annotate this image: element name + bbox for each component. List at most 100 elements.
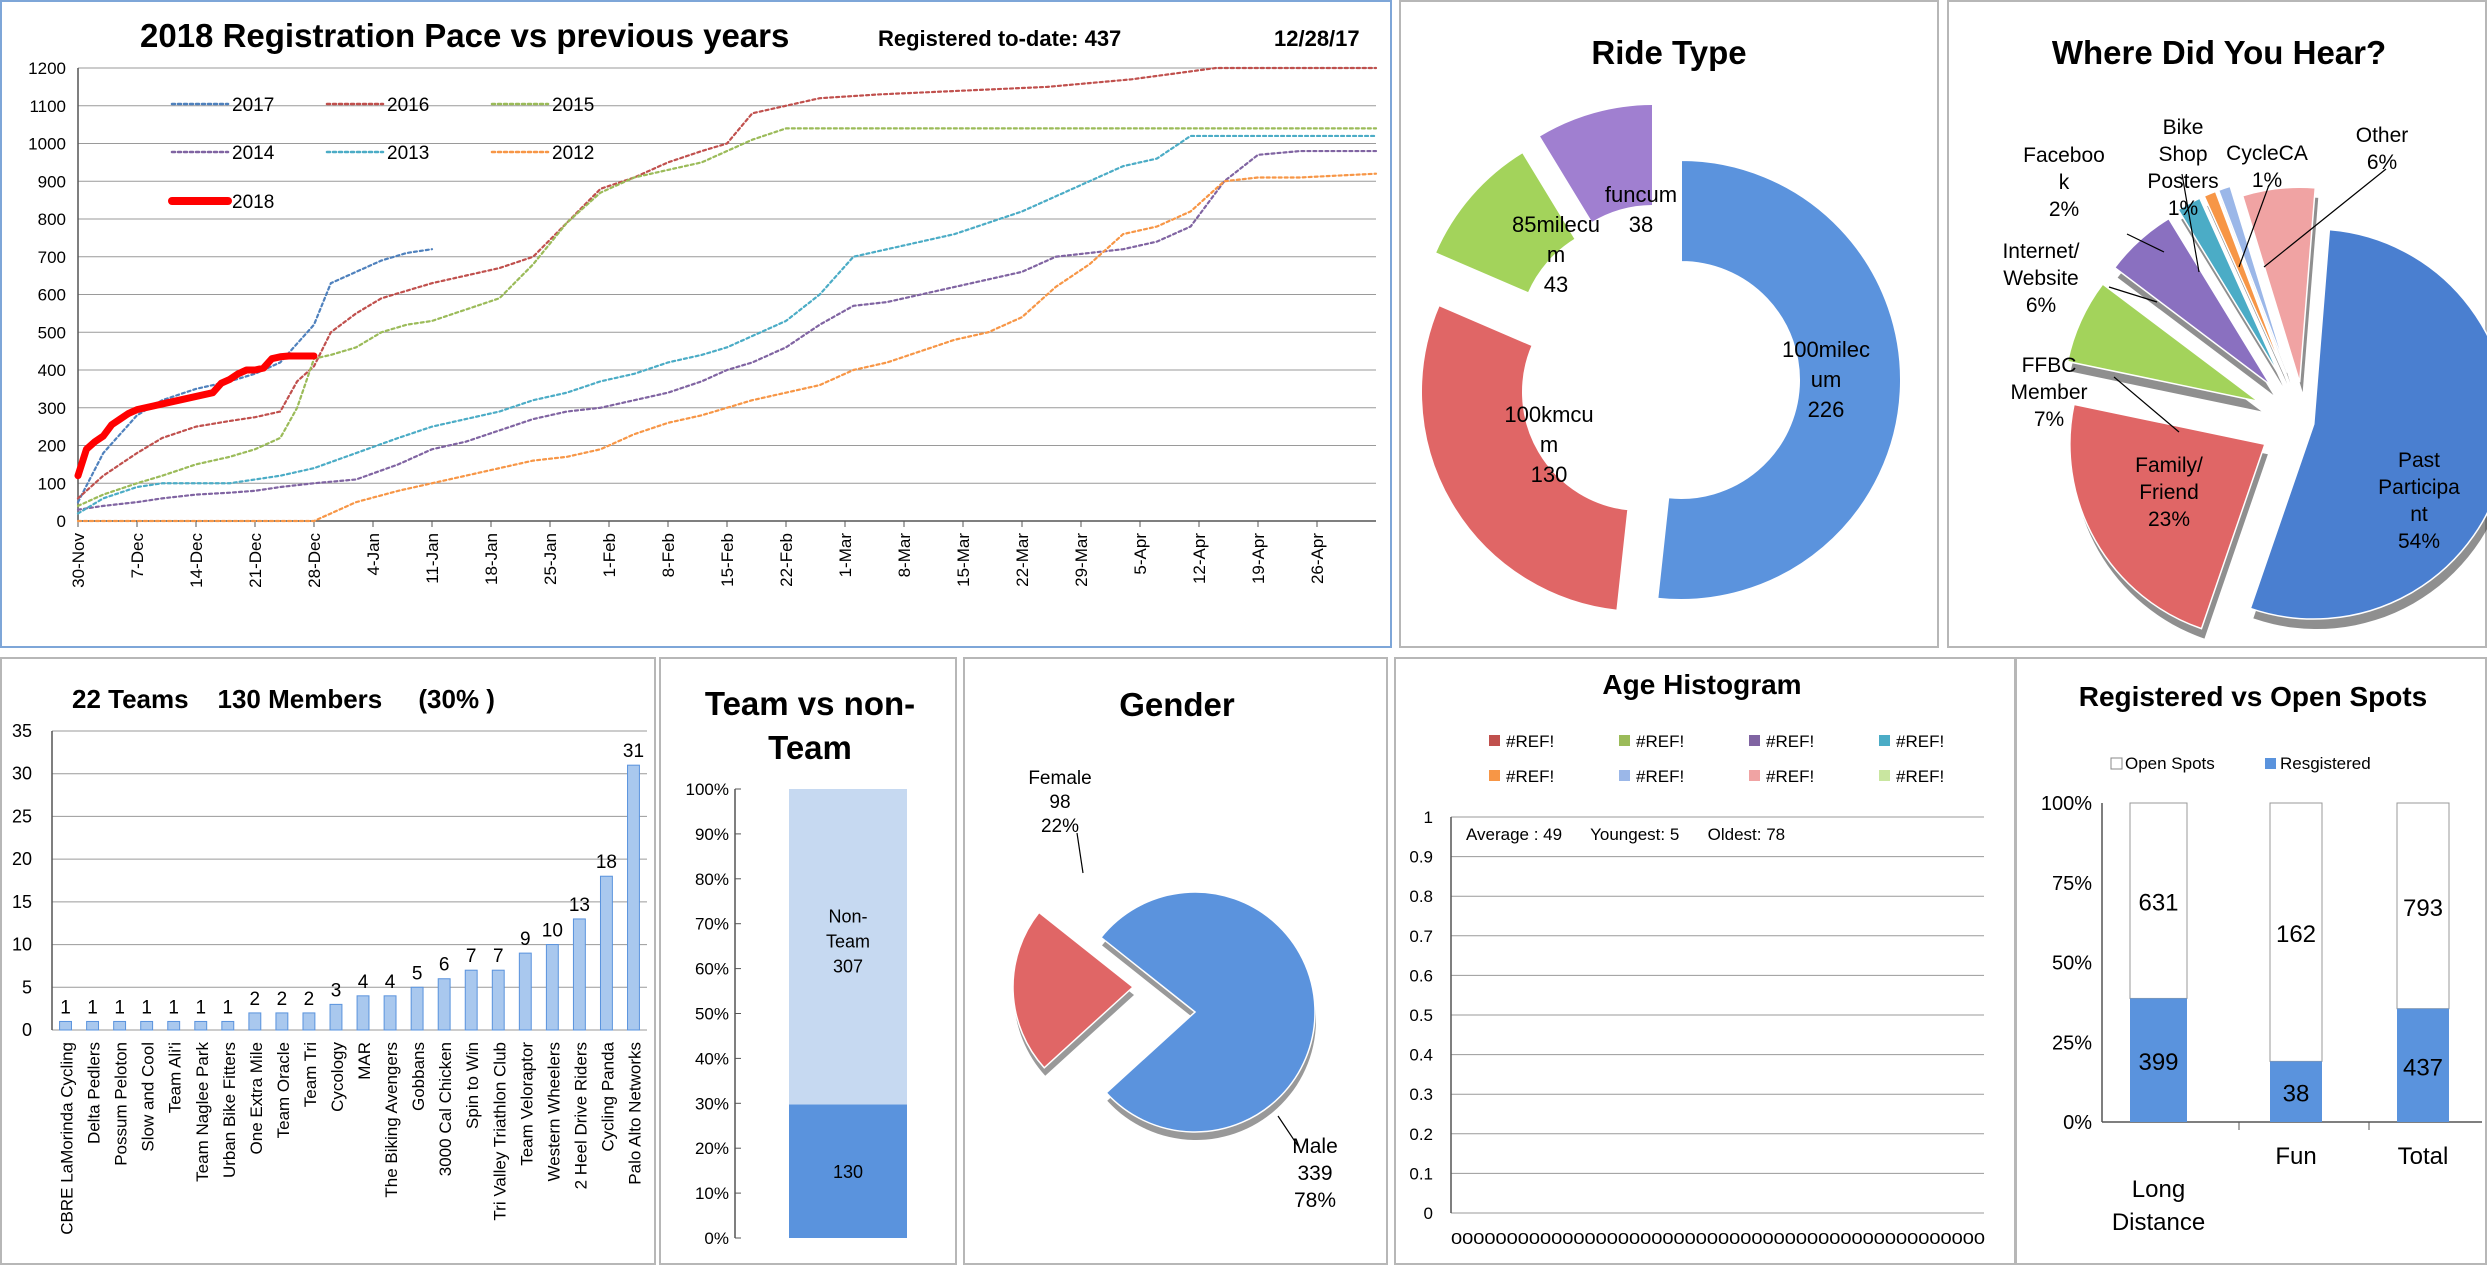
where-heard-label: FFBC	[2022, 354, 2077, 377]
teams-bar-value: 7	[493, 946, 504, 967]
pace-y-tick: 100	[38, 474, 66, 493]
team-vs-segment-label: Team	[826, 932, 870, 952]
teams-bar-value: 1	[114, 997, 125, 1018]
age-legend-label: #REF!	[1506, 732, 1554, 751]
pace-x-tick: 30-Nov	[69, 533, 88, 588]
registration-pace-panel: 2018 Registration Pace vs previous years…	[0, 0, 1392, 648]
pace-legend-label: 2018	[232, 192, 274, 213]
age-legend-swatch	[1879, 770, 1890, 781]
age-y-tick: 0.7	[1409, 927, 1433, 946]
pace-y-tick: 1200	[28, 59, 66, 78]
teams-y-tick: 25	[12, 806, 32, 826]
open-bar-open-label: 793	[2403, 895, 2443, 922]
pace-x-tick: 1-Feb	[600, 533, 619, 577]
gender-male-label: 339	[1297, 1162, 1332, 1185]
teams-bar-value: 1	[87, 997, 98, 1018]
team-vs-nonteam-panel: Team vs non- Team 0% 10% 20% 30% 40% 50% 60% 70…	[659, 657, 957, 1265]
where-heard-label: Bike	[2163, 116, 2204, 139]
where-heard-label: Friend	[2139, 481, 2199, 504]
age-y-tick: 0.2	[1409, 1125, 1433, 1144]
pace-y-tick: 700	[38, 248, 66, 267]
where-heard-slice	[2066, 282, 2259, 403]
teams-category-label: CBRE LaMorinda Cycling	[58, 1042, 77, 1235]
where-heard-label: 6%	[2367, 151, 2397, 174]
age-x-labels: 0000000000000000000000000000000000000000…	[1451, 1231, 1985, 1248]
pace-series-2013	[76, 134, 1378, 515]
team-vs-y-tick: 70%	[695, 915, 729, 934]
open-bar-open-segment	[2396, 802, 2450, 1010]
age-histogram-panel: Age Histogram Average : 49 Youngest: 5 O…	[1394, 657, 2016, 1265]
teams-category-label: Western Wheelers	[544, 1042, 563, 1182]
where-heard-label: 1%	[2252, 169, 2282, 192]
where-heard-leader-line	[2263, 168, 2387, 268]
teams-bar	[572, 918, 586, 1031]
pace-x-tick: 8-Feb	[659, 533, 678, 577]
where-heard-label: Family/	[2135, 454, 2203, 477]
where-heard-label: Past	[2398, 449, 2440, 472]
teams-bar	[59, 1020, 72, 1031]
ride-type-slice-label: 38	[1629, 212, 1653, 237]
open-bar-registered-segment	[2130, 998, 2187, 1122]
pace-x-tick: 19-Apr	[1249, 533, 1268, 584]
where-heard-panel: Where Did You Hear? Past Participa nt 54% Fa…	[1947, 0, 2487, 648]
teams-category-label: Team Tri	[301, 1042, 320, 1107]
pace-series-2017	[76, 248, 434, 504]
teams-bar	[194, 1020, 208, 1031]
ride-type-slice-label: 130	[1531, 462, 1568, 487]
open-category-label: Fun	[2275, 1143, 2316, 1170]
ride-type-slice-label: m	[1547, 242, 1565, 267]
teams-bar	[248, 1012, 262, 1031]
pace-y-tick: 600	[38, 286, 66, 305]
ride-type-slice	[1420, 303, 1630, 612]
where-heard-label: CycleCA	[2226, 142, 2308, 165]
teams-bar-value: 6	[439, 955, 450, 976]
gender-title: Gender	[1119, 686, 1235, 723]
pace-x-tick: 15-Feb	[718, 533, 737, 587]
where-heard-leader-line	[2113, 376, 2180, 433]
pace-series-2014	[76, 149, 1378, 511]
open-bar-registered-segment	[2270, 1061, 2322, 1122]
open-title: Registered vs Open Spots	[2079, 681, 2428, 712]
pace-y-tick: 300	[38, 399, 66, 418]
teams-y-tick: 30	[12, 764, 32, 784]
open-legend-swatch	[2265, 758, 2276, 769]
teams-bar-value: 4	[358, 972, 369, 993]
age-legend-swatch	[1619, 735, 1630, 746]
gender-female-label: Female	[1028, 768, 1091, 789]
pace-series-2018	[74, 352, 318, 480]
open-y-tick: 100%	[2041, 793, 2092, 815]
teams-y-tick: 5	[22, 977, 32, 997]
teams-bar-value: 4	[385, 972, 396, 993]
teams-bar-value: 9	[520, 929, 531, 950]
teams-category-label: Cycling Panda	[598, 1041, 617, 1151]
open-bar-registered-segment	[2397, 1008, 2449, 1122]
teams-category-label: Team Ali'i	[166, 1042, 185, 1113]
team-vs-nonteam-chart: Team vs non- Team 0% 10% 20% 30% 40% 50% 60% 70…	[686, 685, 916, 1248]
where-heard-label: 23%	[2148, 508, 2190, 531]
where-heard-label: Member	[2010, 381, 2087, 404]
where-heard-label: Shop	[2158, 143, 2207, 166]
teams-bar	[113, 1020, 127, 1031]
open-bar-registered-label: 38	[2283, 1081, 2310, 1108]
where-heard-leader-line	[2108, 286, 2158, 303]
gender-slice	[1012, 911, 1135, 1069]
team-vs-y-tick: 90%	[695, 825, 729, 844]
pace-series-2012	[76, 172, 1378, 523]
teams-category-label: One Extra Mile	[247, 1042, 266, 1154]
ride-type-slice-label: m	[1540, 432, 1558, 457]
ride-type-slice-label: 100milec	[1782, 337, 1870, 362]
teams-y-tick: 0	[22, 1020, 32, 1040]
where-heard-label: 1%	[2168, 197, 2198, 220]
teams-bar	[545, 944, 559, 1031]
where-heard-label: 6%	[2026, 294, 2056, 317]
pace-y-tick: 900	[38, 172, 66, 191]
where-heard-leader-line	[2181, 173, 2200, 273]
where-heard-chart: Where Did You Hear? Past Participa nt 54% Fa…	[2002, 34, 2487, 639]
teams-bar-value: 10	[542, 921, 563, 942]
where-heard-title: Where Did You Hear?	[2052, 34, 2386, 71]
pace-y-tick: 1000	[28, 135, 66, 154]
teams-panel: 22 Teams 130 Members (30% ) 0 5 10 15 20 25 30…	[0, 657, 656, 1265]
ride-type-slice	[1433, 150, 1578, 295]
team-vs-y-tick: 40%	[695, 1049, 729, 1068]
age-legend-label: #REF!	[1766, 732, 1814, 751]
